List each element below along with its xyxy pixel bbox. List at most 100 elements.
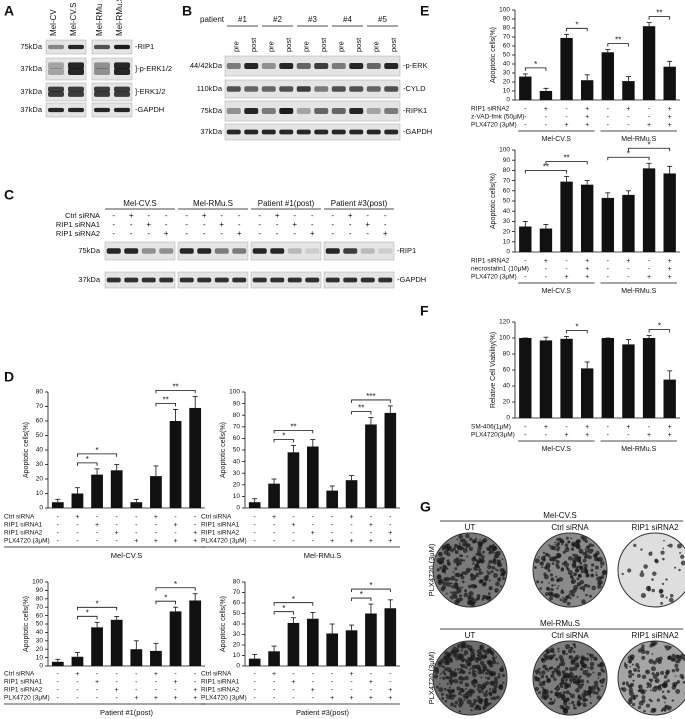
colony bbox=[628, 687, 634, 693]
blot-band bbox=[48, 44, 64, 50]
blot-band bbox=[314, 108, 329, 114]
colony bbox=[487, 571, 491, 575]
colony bbox=[660, 593, 665, 598]
sign: - bbox=[311, 211, 314, 220]
significance-bracket bbox=[273, 611, 294, 615]
colony bbox=[482, 581, 487, 586]
sign: + bbox=[330, 538, 334, 545]
colony bbox=[639, 688, 645, 694]
condition-label: necrostatin1 (10μM) bbox=[471, 266, 529, 273]
y-tick-label: 70 bbox=[503, 34, 511, 41]
colony bbox=[448, 686, 452, 689]
colony bbox=[480, 554, 485, 560]
sign: - bbox=[312, 538, 315, 545]
colony bbox=[578, 675, 582, 679]
colony bbox=[472, 672, 477, 678]
sign: + bbox=[369, 679, 373, 686]
condition-label: RIP1 siRNA1 bbox=[201, 522, 240, 529]
kda-label: 37kDa bbox=[200, 127, 223, 136]
colony bbox=[445, 693, 448, 697]
bar bbox=[130, 649, 143, 666]
colony bbox=[490, 697, 494, 700]
colony bbox=[461, 644, 466, 649]
colony bbox=[468, 546, 474, 552]
colony bbox=[444, 651, 449, 656]
colony bbox=[665, 578, 668, 581]
colony bbox=[470, 654, 476, 660]
sign: - bbox=[155, 522, 158, 529]
colony bbox=[453, 704, 457, 708]
colony bbox=[575, 688, 580, 693]
colony bbox=[499, 685, 504, 690]
colony bbox=[675, 689, 681, 694]
condition-label: RIP1 siRNA1 bbox=[56, 220, 100, 229]
colony bbox=[476, 695, 481, 700]
y-tick-label: 80 bbox=[233, 579, 241, 586]
y-tick-label: 60 bbox=[233, 435, 241, 442]
colony bbox=[502, 681, 505, 684]
kda-label: 37kDa bbox=[20, 105, 43, 114]
blot-band bbox=[214, 277, 229, 283]
colony bbox=[671, 653, 676, 658]
colony bbox=[469, 573, 474, 577]
sign: + bbox=[668, 114, 672, 121]
colony bbox=[564, 678, 568, 682]
sign: - bbox=[524, 114, 527, 121]
colony bbox=[459, 543, 462, 546]
colony bbox=[583, 563, 588, 569]
significance-bracket bbox=[351, 597, 372, 602]
colony bbox=[572, 666, 578, 671]
colony bbox=[568, 649, 573, 654]
colony bbox=[580, 535, 585, 540]
sign: - bbox=[174, 687, 177, 694]
protein-label: -RIP1 bbox=[397, 246, 416, 255]
colony bbox=[496, 559, 499, 562]
bar bbox=[91, 627, 103, 666]
protein-label: -GAPDH bbox=[397, 275, 426, 284]
colony bbox=[645, 689, 648, 692]
colony bbox=[439, 566, 443, 570]
y-tick-label: 30 bbox=[233, 631, 241, 638]
column-label: Ctrl siRNA bbox=[551, 631, 589, 640]
bar bbox=[189, 407, 202, 508]
y-tick-label: 40 bbox=[233, 458, 241, 465]
y-tick-label: 60 bbox=[233, 600, 241, 607]
colony bbox=[574, 662, 580, 668]
bar bbox=[539, 228, 553, 252]
colony bbox=[480, 559, 484, 563]
sign: - bbox=[57, 687, 60, 694]
y-tick-label: 40 bbox=[36, 629, 44, 636]
colony bbox=[478, 707, 482, 711]
colony bbox=[478, 700, 483, 705]
blot-band bbox=[296, 63, 311, 69]
sign: + bbox=[193, 695, 197, 702]
y-tick-label: 80 bbox=[233, 412, 241, 419]
colony bbox=[438, 552, 442, 555]
sign: - bbox=[312, 671, 315, 678]
blot-band bbox=[68, 62, 84, 69]
colony bbox=[563, 681, 568, 686]
colony bbox=[582, 552, 586, 556]
colony bbox=[474, 706, 478, 711]
bar bbox=[581, 80, 594, 100]
colony bbox=[587, 545, 590, 549]
y-tick-label: 30 bbox=[233, 470, 241, 477]
colony bbox=[645, 703, 651, 708]
colony bbox=[479, 541, 483, 546]
blot-band bbox=[159, 277, 174, 283]
sign: - bbox=[96, 530, 99, 537]
colony bbox=[446, 695, 451, 700]
colony bbox=[499, 585, 503, 588]
colony bbox=[481, 655, 485, 658]
colony bbox=[436, 685, 440, 689]
blot-strip bbox=[104, 241, 176, 261]
kda-label: 37kDa bbox=[20, 64, 43, 73]
colony bbox=[466, 555, 469, 558]
colony bbox=[486, 676, 491, 681]
sign: - bbox=[155, 530, 158, 537]
colony bbox=[662, 557, 665, 561]
colony bbox=[643, 709, 646, 713]
colony bbox=[596, 695, 602, 700]
blot-band bbox=[114, 68, 130, 75]
bar bbox=[519, 338, 532, 418]
